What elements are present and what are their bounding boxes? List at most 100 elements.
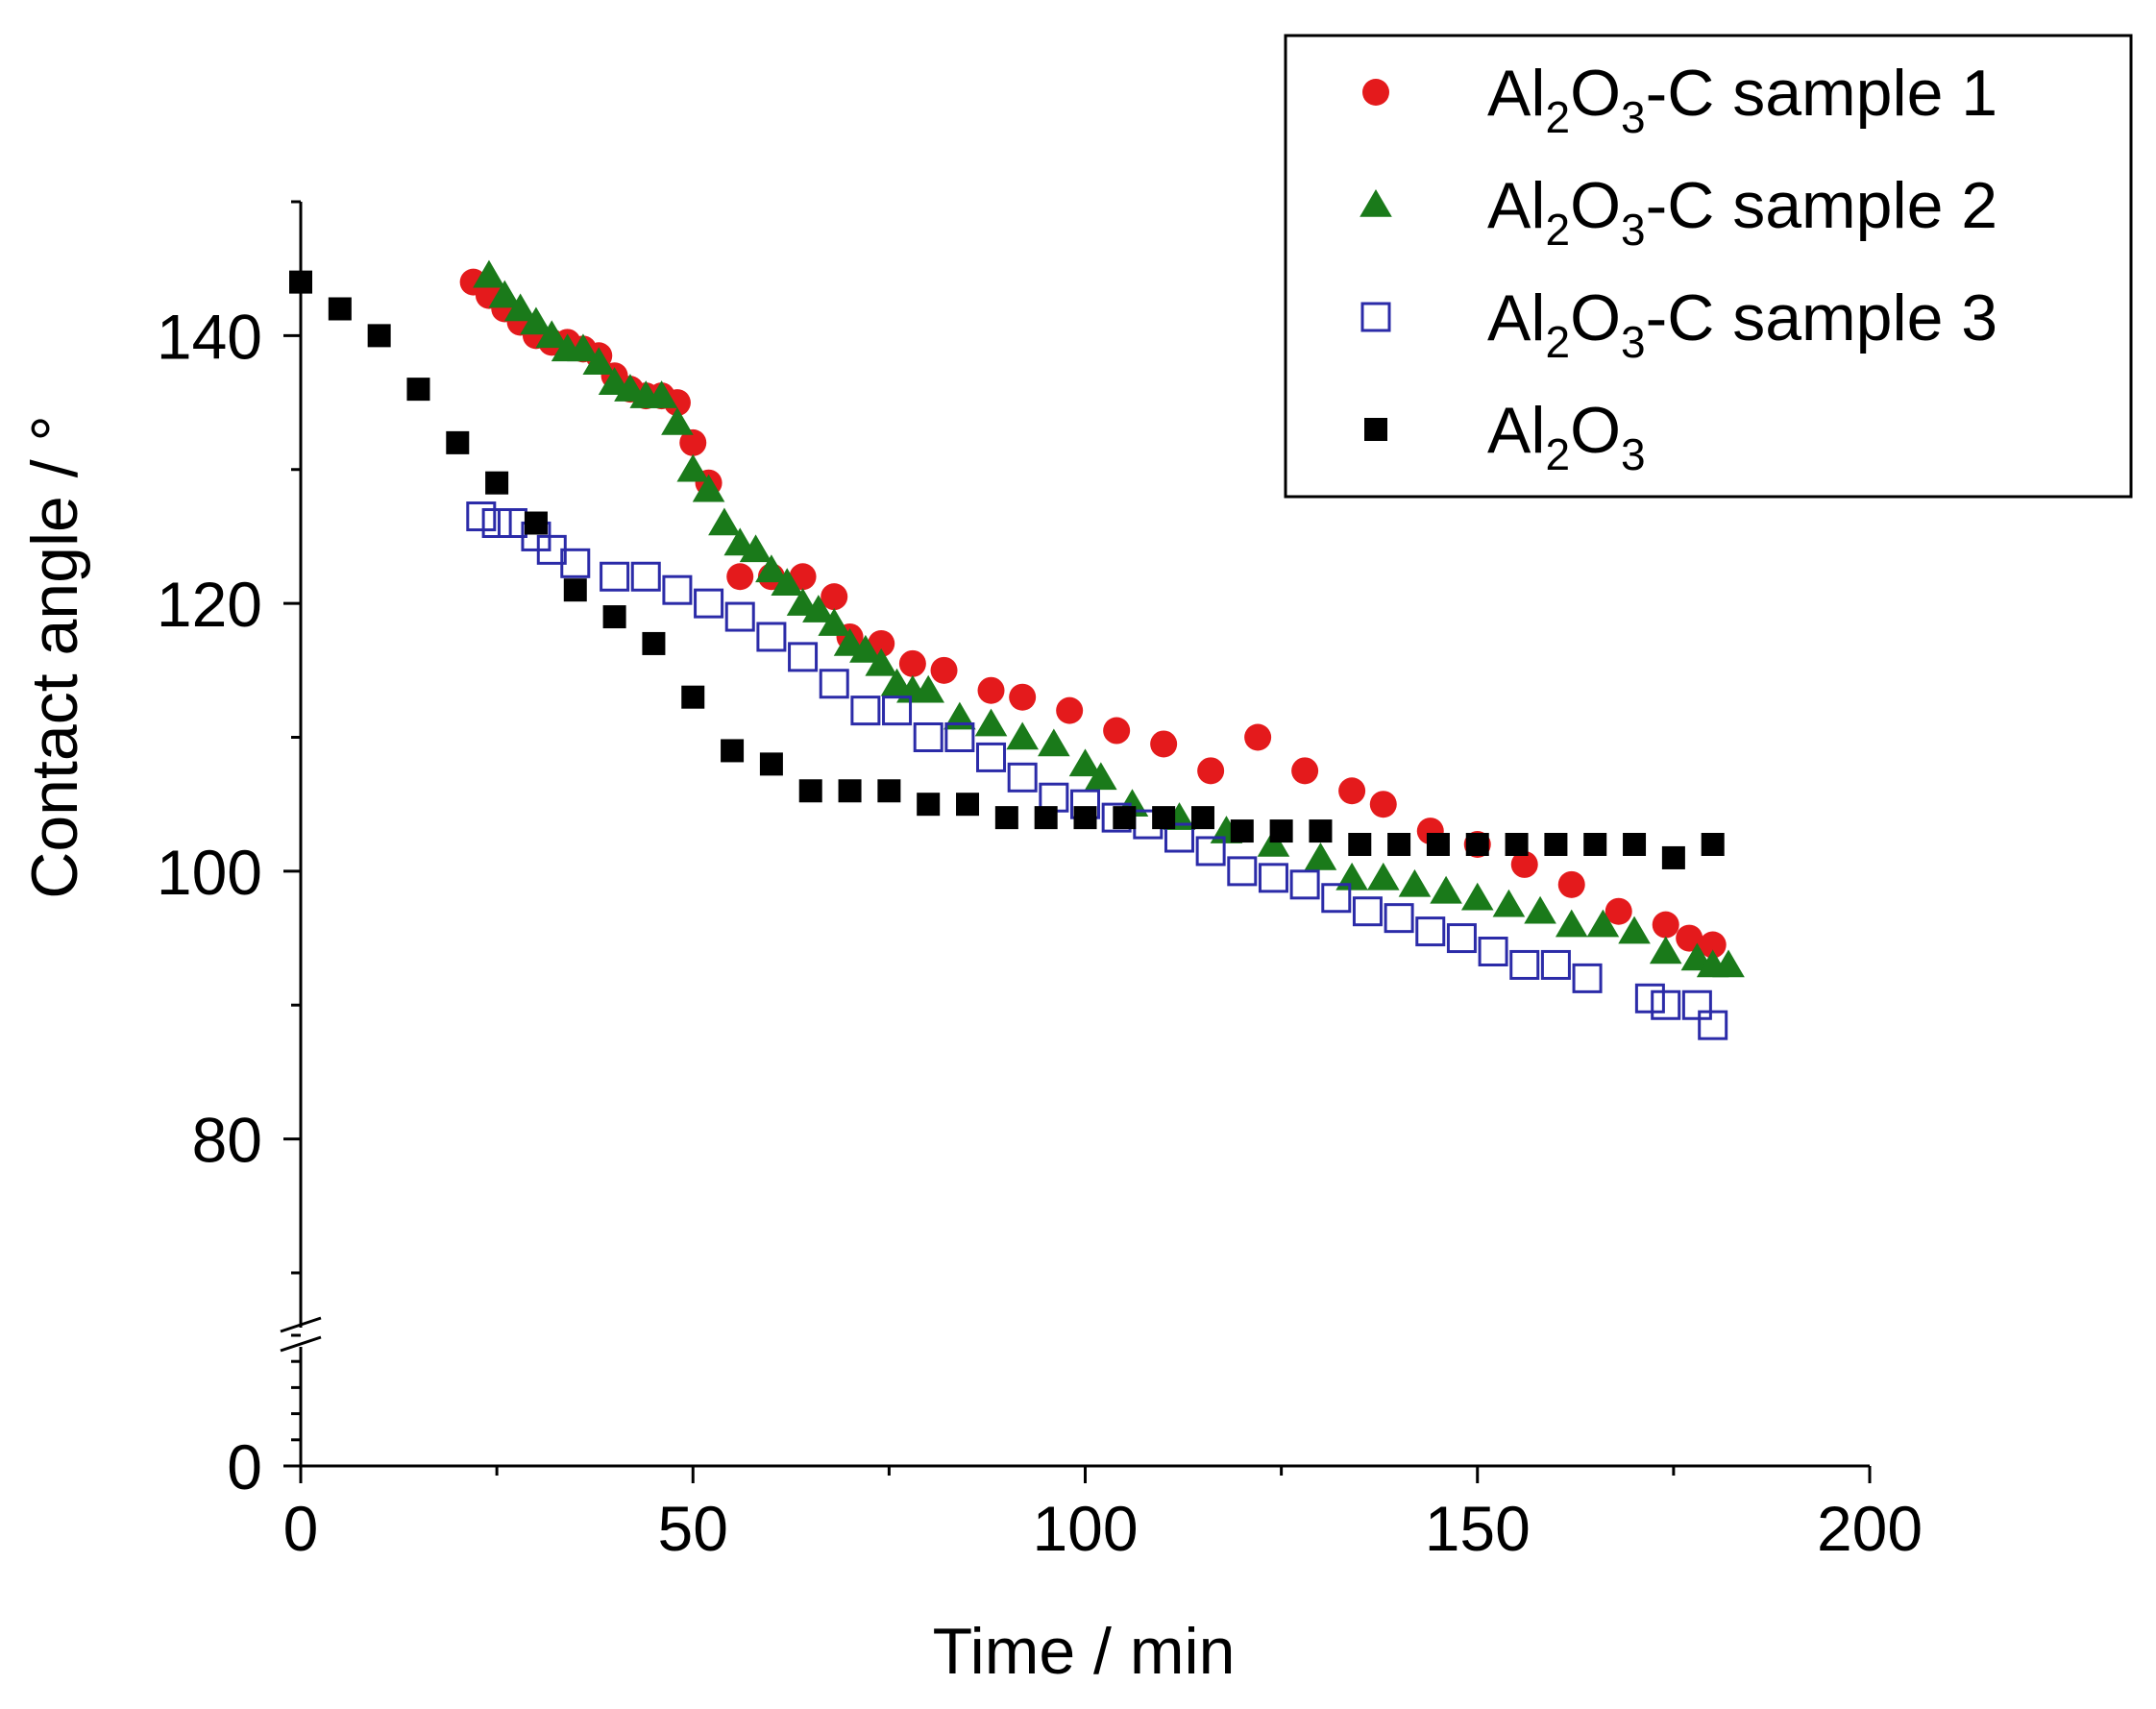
y-tick-label: 120 — [157, 569, 262, 640]
data-point — [1195, 836, 1226, 867]
x-tick-label: 50 — [658, 1493, 728, 1564]
data-point — [1348, 833, 1372, 856]
x-tick-label: 100 — [1032, 1493, 1138, 1564]
data-point — [912, 674, 944, 703]
legend-marker — [1360, 302, 1391, 332]
data-point — [1492, 889, 1526, 917]
data-point — [1387, 833, 1411, 856]
data-point — [759, 752, 783, 776]
axis-break-mark — [280, 1335, 322, 1353]
data-point — [1509, 949, 1540, 980]
data-point — [1384, 903, 1414, 934]
data-point — [1544, 833, 1568, 856]
data-point — [994, 806, 1018, 830]
data-point — [788, 642, 819, 672]
data-point — [1555, 909, 1588, 938]
legend-label: Al2O3-C sample 1 — [1487, 57, 1997, 142]
data-point — [446, 430, 470, 454]
axis-break-mark — [280, 1316, 322, 1333]
data-point — [406, 378, 430, 402]
data-point — [1085, 762, 1117, 791]
data-point — [1073, 806, 1097, 830]
legend-item: Al2O3-C sample 1 — [1362, 57, 1997, 142]
tick-labels: 0 50 100 150 200 0 80 100 120 140 — [157, 301, 1923, 1564]
y-tick-label: 140 — [157, 301, 262, 372]
data-point — [956, 793, 980, 817]
data-point — [602, 605, 626, 629]
series-3 — [466, 501, 1728, 1040]
data-point — [466, 501, 497, 532]
data-point — [1258, 863, 1288, 893]
data-point — [679, 428, 707, 456]
data-point — [917, 793, 941, 817]
data-point — [1398, 868, 1432, 897]
data-point — [943, 701, 976, 730]
data-point — [1034, 806, 1058, 830]
data-point — [520, 306, 552, 335]
data-point — [898, 649, 926, 677]
data-point — [1009, 683, 1037, 711]
series-4 — [289, 270, 1725, 869]
data-point — [1572, 963, 1603, 993]
data-point — [1460, 882, 1494, 911]
y-tick-label: 100 — [157, 837, 262, 908]
data-point — [503, 293, 537, 322]
data-point — [1661, 845, 1685, 869]
data-point — [1197, 757, 1225, 785]
legend-marker — [1362, 79, 1389, 106]
data-point — [560, 548, 591, 578]
data-point — [1150, 730, 1178, 758]
data-point — [600, 561, 630, 592]
data-point — [798, 779, 822, 803]
data-point — [1190, 806, 1214, 830]
data-point — [663, 389, 691, 417]
data-point — [1321, 883, 1352, 914]
data-point — [681, 685, 705, 709]
data-point — [1524, 895, 1556, 924]
data-point — [850, 696, 881, 726]
data-point — [1244, 723, 1272, 751]
data-point — [1103, 717, 1131, 745]
data-point — [930, 656, 958, 684]
data-point — [1505, 833, 1529, 856]
data-point — [1289, 869, 1320, 900]
data-point — [488, 280, 522, 308]
data-point — [582, 347, 616, 376]
legend-label: Al2O3-C sample 2 — [1487, 169, 1997, 255]
data-point — [676, 453, 710, 482]
data-point — [1230, 819, 1254, 843]
series-2 — [473, 259, 1745, 978]
legend: Al2O3-C sample 1 Al2O3-C sample 2 Al2O3-C … — [1284, 34, 2133, 499]
data-point — [1649, 936, 1682, 964]
data-point — [1304, 842, 1337, 870]
data-point — [1701, 833, 1725, 856]
data-point — [692, 474, 725, 502]
data-point — [1113, 806, 1137, 830]
data-point — [1652, 911, 1679, 939]
data-point — [481, 508, 512, 538]
data-point — [1006, 721, 1039, 750]
data-point — [1446, 923, 1477, 954]
legend-marker — [1360, 189, 1392, 217]
data-point — [755, 554, 788, 583]
data-point — [974, 708, 1008, 737]
data-point — [1309, 819, 1333, 843]
data-point — [289, 270, 312, 294]
data-point — [524, 511, 548, 535]
data-point — [1164, 822, 1194, 853]
data-point — [328, 297, 352, 321]
x-axis-title: Time / min — [933, 1615, 1236, 1688]
data-point — [739, 534, 772, 563]
data-point — [721, 739, 745, 763]
legend-marker — [1364, 418, 1387, 441]
data-point — [726, 563, 754, 591]
data-point — [913, 722, 943, 752]
x-tick-label: 150 — [1425, 1493, 1531, 1564]
data-point — [877, 779, 901, 803]
data-point — [1068, 748, 1102, 777]
data-point — [1007, 762, 1038, 793]
data-point — [642, 631, 666, 655]
legend-item: Al2O3-C sample 3 — [1360, 281, 1997, 367]
data-point — [708, 507, 741, 536]
